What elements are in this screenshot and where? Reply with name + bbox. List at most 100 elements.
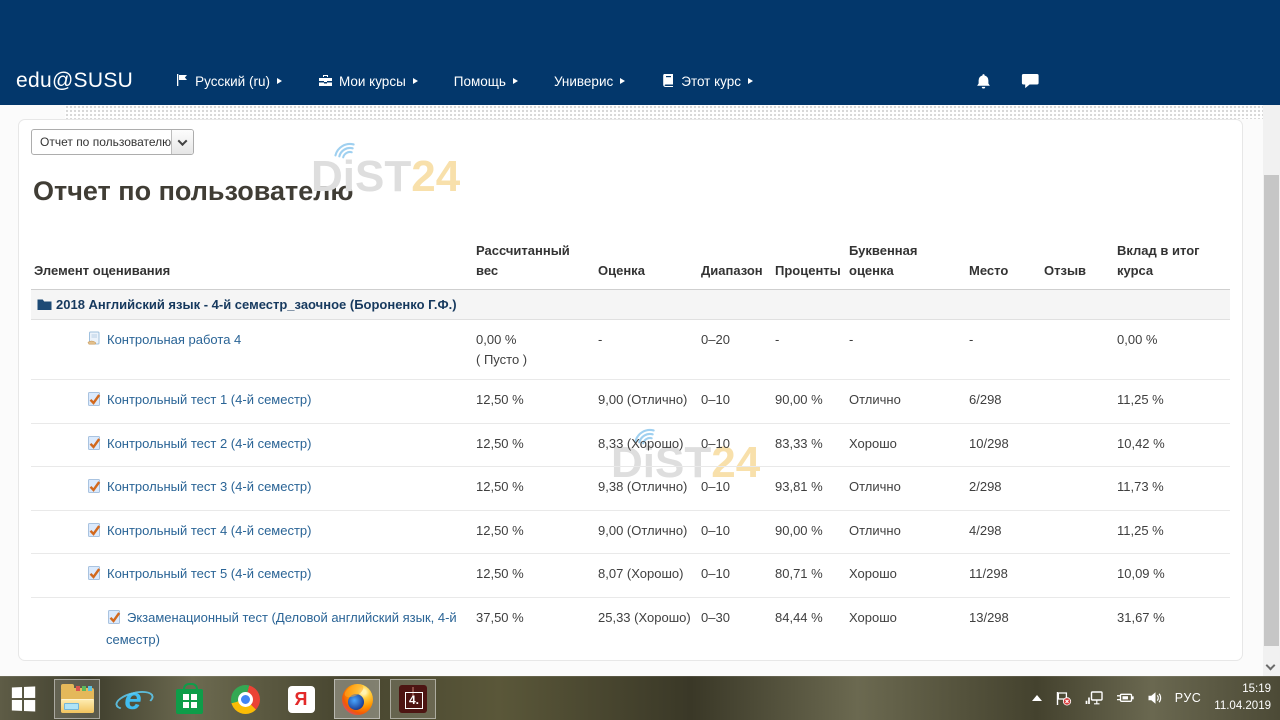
scroll-down-arrow[interactable] [1265, 660, 1276, 671]
date: 11.04.2019 [1214, 700, 1271, 712]
cell-range: 0–10 [701, 424, 775, 467]
battery-icon[interactable] [1116, 692, 1134, 704]
language-indicator[interactable]: РУС [1174, 691, 1202, 705]
time: 15:19 [1242, 683, 1271, 696]
cell-rank: 10/298 [969, 424, 1044, 467]
clock[interactable]: 15:19 11.04.2019 [1214, 681, 1271, 714]
briefcase-icon [318, 73, 333, 90]
grade-item-cell: Контрольный тест 5 (4-й семестр) [31, 554, 476, 598]
grade-item-cell: Контрольный тест 2 (4-й семестр) [31, 424, 476, 467]
cell-grade: 25,33 (Хорошо) [598, 598, 701, 660]
flag-icon [175, 73, 189, 90]
cell-grade: 9,00 (Отлично) [598, 511, 701, 554]
caret-right-icon [276, 78, 282, 84]
cell-percent: 90,00 % [775, 511, 849, 554]
cell-percent: 83,33 % [775, 424, 849, 467]
menu-this-course[interactable]: Этот курс [643, 73, 771, 90]
cell-grade: 9,38 (Отлично) [598, 467, 701, 511]
menu-help[interactable]: Помощь [436, 74, 536, 89]
column-header: Вклад в итог курса [1117, 237, 1230, 290]
cell-letter: - [849, 320, 969, 380]
grade-item-link[interactable]: Контрольный тест 2 (4-й семестр) [107, 435, 312, 451]
cell-weight: 0,00 %( Пусто ) [476, 320, 598, 380]
book-icon [661, 73, 675, 90]
category-label: 2018 Английский язык - 4-й семестр_заочн… [56, 297, 457, 312]
network-icon[interactable] [1085, 691, 1103, 705]
menu-label: Универис [553, 73, 614, 89]
top-navbar: edu@SUSU Русский (ru) Мои курсы Помощь У… [0, 0, 1280, 105]
yandex-browser-button[interactable] [278, 679, 324, 719]
cell-weight: 12,50 % [476, 554, 598, 598]
select-dropdown-button[interactable] [171, 130, 193, 154]
file-explorer-button[interactable] [54, 679, 100, 719]
cell-letter: Отлично [849, 380, 969, 424]
cell-range: 0–10 [701, 380, 775, 424]
grade-table: Элемент оценивания Рассчитанный вес Оценка… [31, 237, 1230, 662]
cell-percent: 84,44 % [775, 598, 849, 660]
desktop-taskbar: e РУС 15:19 11.04.2019 [0, 676, 1280, 720]
internet-explorer-icon: e [117, 683, 149, 715]
grade-item-cell: Контрольная работа 4 [31, 320, 476, 380]
cell-percent: 93,81 % [775, 467, 849, 511]
cell-weight: 37,50 % [476, 598, 598, 660]
quiz-icon [86, 435, 102, 457]
chrome-button[interactable] [222, 679, 268, 719]
menu-my-courses[interactable]: Мои курсы [300, 73, 436, 90]
cell-weight: 12,50 % [476, 380, 598, 424]
grade-item-cell: Контрольный тест 3 (4-й семестр) [31, 467, 476, 511]
cell-range: 0–10 [701, 554, 775, 598]
cell-feedback [1044, 380, 1117, 424]
archive-app-button[interactable] [390, 679, 436, 719]
grade-item-link[interactable]: Контрольный тест 1 (4-й семестр) [107, 392, 312, 407]
cell-letter: Хорошо [849, 424, 969, 467]
cell-letter: Хорошо [849, 598, 969, 660]
firefox-button[interactable] [334, 679, 380, 719]
site-logo[interactable]: edu@SUSU [16, 69, 134, 92]
cell-rank: 4/298 [969, 511, 1044, 554]
page-scrollbar[interactable] [1263, 105, 1280, 676]
quiz-icon [106, 609, 122, 631]
cell-grade: - [598, 320, 701, 380]
notifications-bell-icon[interactable] [975, 73, 992, 90]
quiz-icon [86, 565, 102, 587]
grade-item-link[interactable]: Контрольный тест 4 (4-й семестр) [107, 522, 312, 538]
cell-range: 0–20 [701, 320, 775, 380]
category-row: 2018 Английский язык - 4-й семестр_заочн… [31, 290, 1230, 320]
start-button[interactable] [2, 679, 44, 719]
action-center-flag-icon[interactable] [1055, 691, 1072, 706]
report-type-select[interactable]: Отчет по пользователю [31, 129, 194, 155]
cell-contribution: 10,42 % [1117, 424, 1230, 467]
cell-range: 0–10 [701, 511, 775, 554]
tray-expand-icon[interactable] [1031, 695, 1042, 701]
quiz-icon [86, 522, 102, 544]
selected-report-label: Отчет по пользователю [40, 135, 172, 149]
store-bag-icon [175, 682, 203, 714]
messages-chat-icon[interactable] [1021, 73, 1040, 89]
speaker-icon[interactable] [1147, 691, 1162, 705]
chrome-icon [230, 684, 260, 714]
folder-icon [37, 298, 52, 311]
cell-rank: - [969, 320, 1044, 380]
grade-item-link[interactable]: Экзаменационный тест (Деловой английский… [106, 609, 457, 648]
menu-language[interactable]: Русский (ru) [157, 73, 300, 90]
grade-item-link[interactable]: Контрольный тест 5 (4-й семестр) [107, 566, 312, 581]
column-header: Оценка [598, 237, 701, 290]
firefox-icon [341, 683, 373, 715]
cell-grade: 8,07 (Хорошо) [598, 554, 701, 598]
cell-letter: Хорошо [849, 554, 969, 598]
grade-item-link[interactable]: Контрольный тест 3 (4-й семестр) [107, 479, 312, 494]
scrollbar-thumb[interactable] [1264, 175, 1279, 646]
cell-letter: Хорошо [849, 661, 969, 662]
internet-explorer-button[interactable]: e [110, 679, 156, 719]
grade-item-cell: Контрольный тест 4 (4-й семестр) [31, 511, 476, 554]
menu-label: Помощь [453, 73, 506, 89]
main-menu: Русский (ru) Мои курсы Помощь Универис Э… [157, 73, 771, 90]
grade-item-link[interactable]: Контрольная работа 4 [107, 332, 242, 347]
cell-percent: 90,00 % [775, 380, 849, 424]
cell-rank: 6/298 [969, 380, 1044, 424]
cell-weight: - [476, 661, 598, 662]
cell-contribution: 11,73 % [1117, 467, 1230, 511]
menu-univeris[interactable]: Универис [536, 74, 643, 89]
windows-store-button[interactable] [166, 679, 212, 719]
cell-letter: Отлично [849, 511, 969, 554]
